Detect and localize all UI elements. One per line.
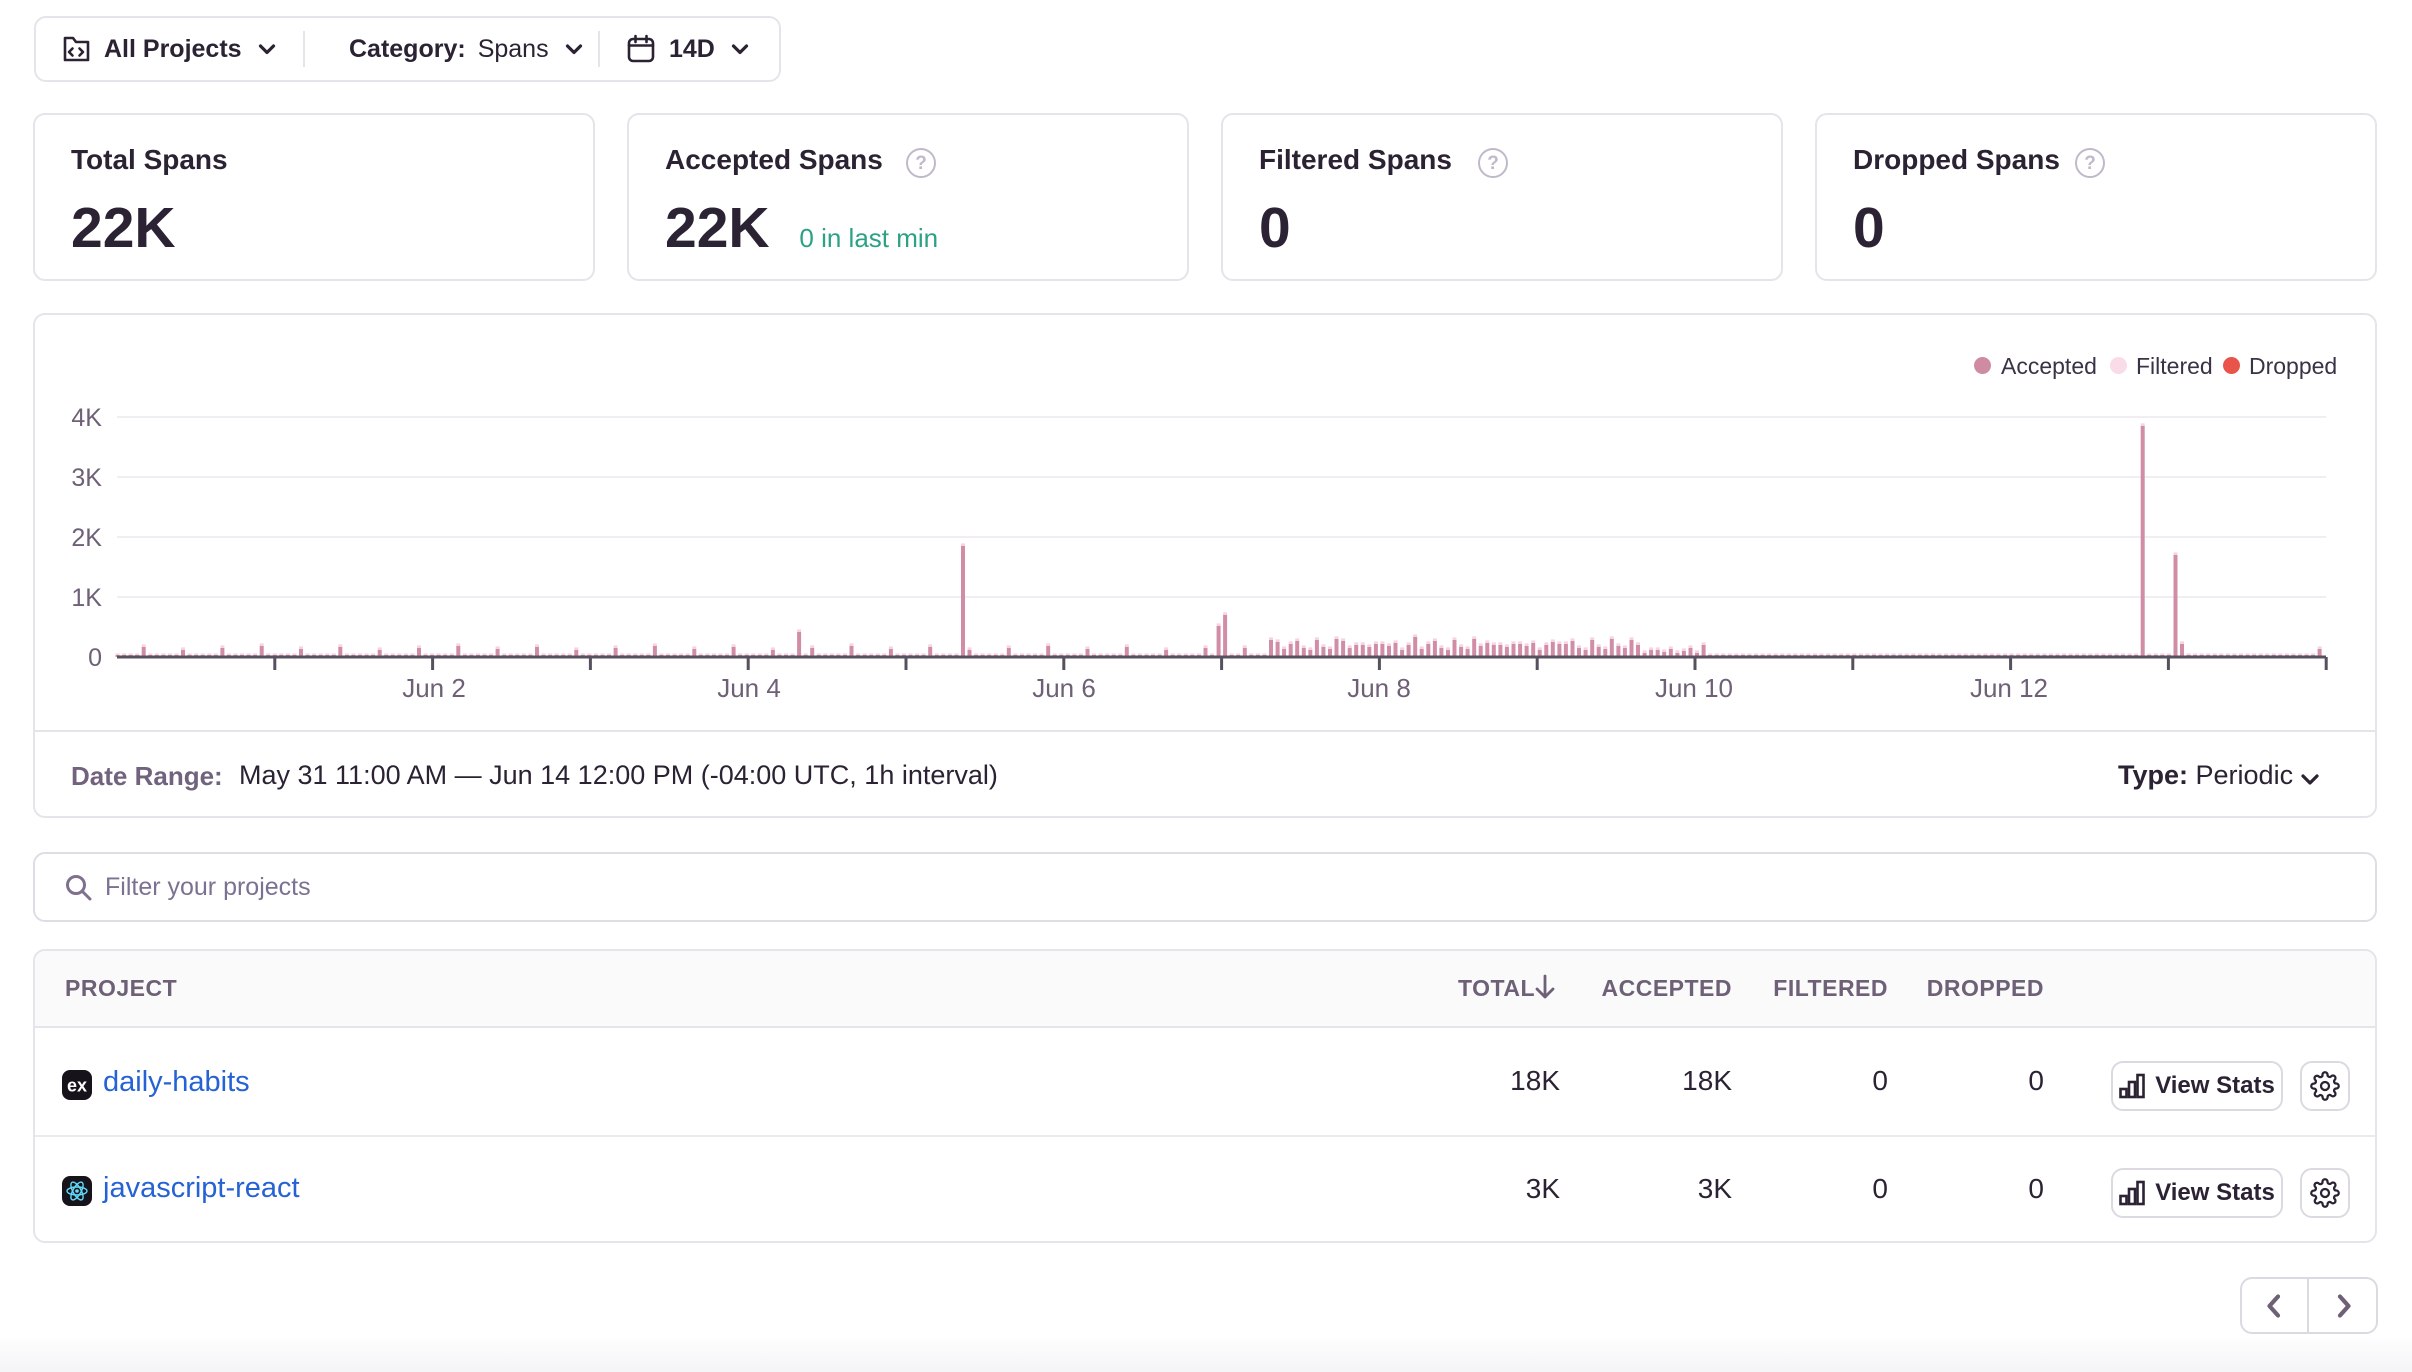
svg-text:Jun 2: Jun 2 xyxy=(402,673,466,703)
svg-text:Jun 10: Jun 10 xyxy=(1655,673,1733,703)
svg-text:Jun 6: Jun 6 xyxy=(1032,673,1096,703)
svg-text:2K: 2K xyxy=(71,524,102,552)
svg-text:Jun 4: Jun 4 xyxy=(717,673,781,703)
svg-text:ex: ex xyxy=(67,1076,87,1096)
svg-text:3K: 3K xyxy=(71,464,102,492)
svg-text:Jun 12: Jun 12 xyxy=(1970,673,2048,703)
svg-text:1K: 1K xyxy=(71,584,102,612)
svg-text:0: 0 xyxy=(88,644,102,672)
svg-text:Jun 8: Jun 8 xyxy=(1347,673,1411,703)
svg-text:4K: 4K xyxy=(71,404,102,432)
